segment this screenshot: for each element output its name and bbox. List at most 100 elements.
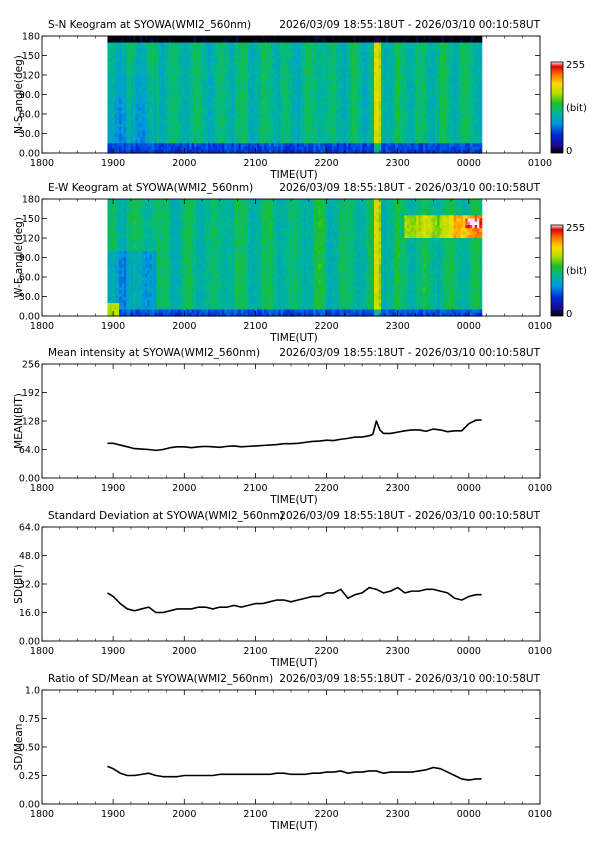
heatmap-cell [175, 42, 179, 47]
heatmap-cell [212, 101, 216, 105]
heatmap-cell [282, 52, 286, 57]
heatmap-cell [191, 62, 195, 66]
heatmap-cell [123, 104, 127, 109]
heatmap-cell [329, 97, 333, 102]
heatmap-cell [240, 136, 244, 141]
heatmap-cell [144, 120, 148, 125]
heatmap-cell [158, 36, 162, 40]
heatmap-cell [140, 88, 144, 92]
heatmap-cell [208, 36, 211, 40]
heatmap-cell [301, 143, 305, 148]
heatmap-cell [231, 52, 235, 57]
heatmap-cell [226, 143, 230, 148]
heatmap-cell [250, 91, 254, 96]
heatmap-cell [329, 71, 333, 76]
heatmap-cell [353, 39, 356, 44]
heatmap-cell [217, 143, 221, 148]
heatmap-cell [278, 84, 282, 89]
heatmap-cell [254, 97, 258, 102]
heatmap-cell [247, 52, 251, 57]
heatmap-cell [112, 114, 116, 118]
heatmap-cell [212, 84, 216, 89]
heatmap-cell [229, 65, 233, 70]
heatmap-cell [247, 62, 251, 66]
heatmap-cell [186, 143, 190, 148]
heatmap-cell [315, 146, 319, 151]
heatmap-cell [198, 36, 202, 40]
heatmap-cell [182, 146, 186, 151]
heatmap-cell [343, 140, 347, 144]
heatmap-cell [357, 45, 361, 50]
heatmap-cell [114, 91, 118, 96]
heatmap-cell [186, 97, 190, 102]
heatmap-cell [210, 117, 214, 122]
heatmap-cell [184, 127, 188, 131]
heatmap-cell [203, 146, 207, 151]
heatmap-cell [135, 84, 139, 89]
heatmap-cell [158, 110, 162, 115]
heatmap-cell [338, 146, 342, 151]
heatmap-cell [315, 45, 319, 50]
heatmap-cell [133, 101, 137, 105]
heatmap-cell [261, 58, 265, 63]
heatmap-cell [324, 114, 328, 118]
heatmap-cell [348, 52, 352, 57]
heatmap-cell [137, 91, 141, 96]
heatmap-cell [109, 146, 113, 151]
heatmap-cell [224, 123, 228, 128]
heatmap-cell [229, 36, 233, 40]
heatmap-cell [346, 88, 349, 92]
heatmap-cell [123, 62, 127, 66]
heatmap-cell [109, 88, 113, 92]
heatmap-cell [278, 75, 282, 79]
heatmap-cell [306, 104, 310, 109]
heatmap-cell [336, 68, 340, 73]
heatmap-cell [107, 117, 111, 122]
heatmap-cell [126, 94, 130, 99]
heatmap-cell [317, 68, 321, 73]
heatmap-cell [350, 123, 354, 128]
heatmap-cell [343, 123, 347, 128]
heatmap-cell [161, 62, 165, 66]
heatmap-cell [268, 75, 272, 79]
heatmap-cell [236, 104, 240, 109]
heatmap-cell [119, 133, 123, 138]
heatmap-cell [252, 71, 256, 76]
heatmap-cell [348, 88, 352, 92]
heatmap-cell [233, 68, 237, 73]
heatmap-cell [158, 49, 162, 53]
heatmap-cell [170, 75, 174, 79]
heatmap-cell [296, 130, 300, 135]
heatmap-cell [151, 117, 155, 122]
heatmap-cell [182, 78, 186, 83]
heatmap-cell [324, 127, 328, 131]
heatmap-cell [133, 120, 137, 125]
heatmap-cell [198, 91, 202, 96]
heatmap-cell [238, 71, 242, 76]
heatmap-cell [355, 97, 359, 102]
heatmap-cell [346, 107, 349, 112]
heatmap-cell [299, 110, 303, 115]
heatmap-cell [179, 101, 183, 105]
heatmap-cell [306, 68, 310, 73]
heatmap-cell [151, 84, 155, 89]
heatmap-cell [310, 114, 314, 118]
heatmap-cell [233, 133, 237, 138]
heatmap-cell [287, 81, 291, 86]
heatmap-cell [186, 130, 190, 135]
heatmap-cell [123, 75, 127, 79]
heatmap-cell [254, 146, 258, 151]
heatmap-cell [320, 78, 324, 83]
heatmap-cell [198, 45, 202, 50]
heatmap-cell [158, 133, 162, 138]
heatmap-cell [322, 101, 326, 105]
heatmap-cell [142, 120, 146, 125]
heatmap-cell [222, 130, 225, 135]
heatmap-cell [193, 127, 197, 131]
heatmap-cell [285, 88, 289, 92]
heatmap-cell [170, 104, 174, 109]
heatmap-cell [149, 123, 153, 128]
heatmap-cell [271, 78, 275, 83]
heatmap-cell [250, 123, 254, 128]
heatmap-cell [142, 104, 146, 109]
